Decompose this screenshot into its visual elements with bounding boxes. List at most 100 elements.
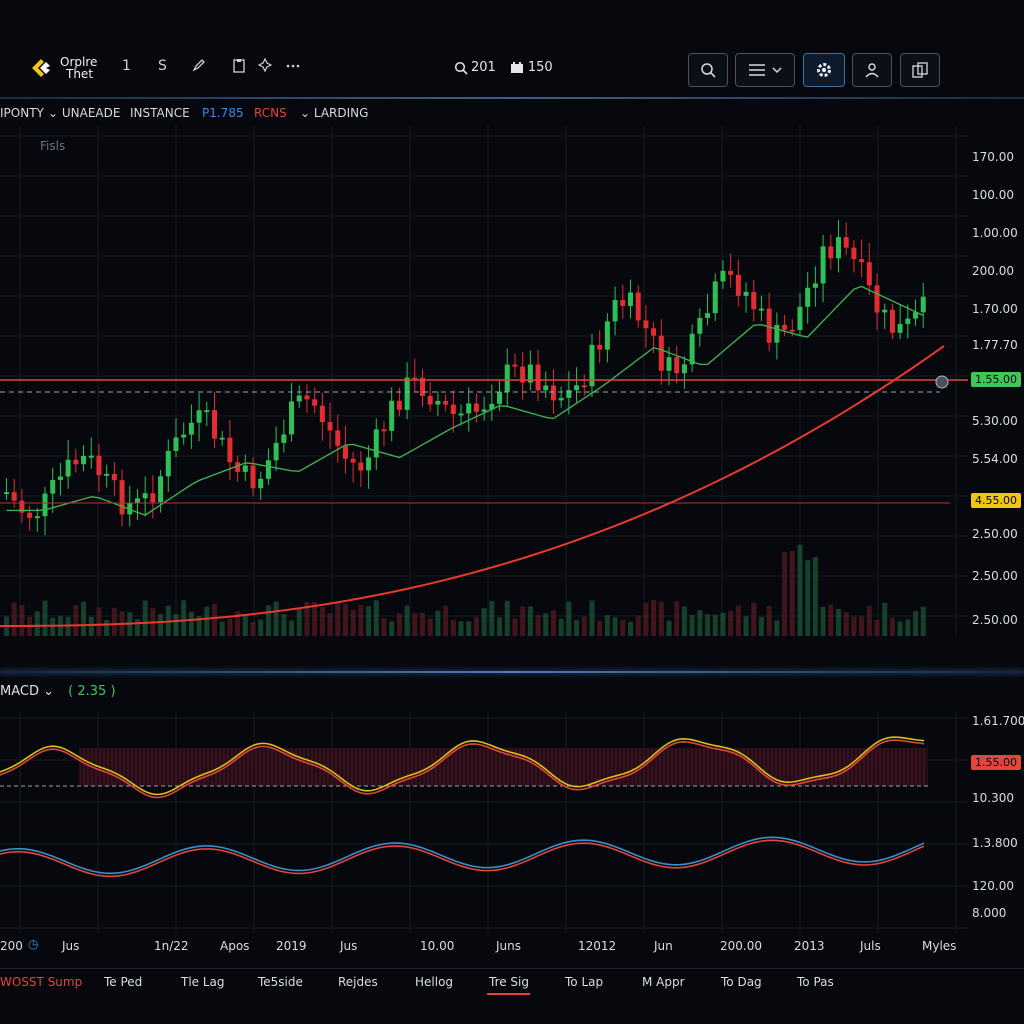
y-label-5: 1.77.70: [972, 338, 1018, 352]
volume-bar: [604, 615, 610, 636]
y-label-6: 5.30.00: [972, 414, 1018, 428]
menu-item-1[interactable]: ⌄ UNAEADE: [48, 106, 121, 120]
candle-body: [766, 308, 772, 343]
level-price-tag: 4.55.00: [971, 493, 1021, 508]
volume-bar: [512, 618, 518, 636]
volume-bar: [42, 600, 48, 636]
candle-body: [450, 404, 456, 414]
tab-1[interactable]: Te Ped: [104, 975, 143, 989]
macd-line: [0, 736, 925, 796]
candle-body: [235, 462, 241, 472]
y-label-2: 1.00.00: [972, 226, 1018, 240]
tab-3[interactable]: Te5side: [258, 975, 303, 989]
search-readout[interactable]: 201: [454, 60, 496, 75]
candle-body: [805, 287, 811, 307]
candle-body: [712, 281, 718, 314]
tab-7[interactable]: To Lap: [565, 975, 604, 989]
candle-body: [882, 309, 888, 313]
volume-bar: [227, 618, 233, 636]
volume-bar: [104, 620, 110, 636]
candle-body: [705, 313, 711, 318]
tab-5[interactable]: Hellog: [415, 975, 454, 989]
tab-9[interactable]: To Dag: [721, 975, 762, 989]
menu-item-4[interactable]: RCNS: [254, 106, 287, 120]
candle-body: [19, 500, 25, 513]
menu-item-2[interactable]: INSTANCE: [130, 106, 190, 120]
candle-body: [11, 492, 17, 501]
more-icon[interactable]: [286, 58, 300, 76]
volume-bar: [435, 610, 441, 636]
candle-body: [543, 385, 549, 391]
volume-bar: [350, 609, 356, 636]
magnet-icon[interactable]: [257, 57, 273, 76]
tab-2[interactable]: Tle Lag: [181, 975, 225, 989]
tab-10[interactable]: To Pas: [797, 975, 834, 989]
menu-item-1-label: UNAEADE: [61, 106, 121, 120]
volume-bar: [235, 611, 241, 636]
candle-body: [751, 291, 757, 310]
clock-icon[interactable]: ◷: [28, 937, 39, 951]
counter-value: 150: [527, 60, 553, 75]
menu-item-3[interactable]: P1.785: [202, 106, 244, 120]
y-label-3: 200.00: [972, 264, 1014, 278]
time-label-1: Jus: [62, 939, 80, 953]
search-value: 201: [471, 60, 496, 75]
candle-body: [797, 306, 803, 331]
volume-bar: [913, 611, 919, 636]
candle-body: [211, 410, 217, 439]
volume-bar: [134, 619, 140, 636]
search-icon: [701, 63, 716, 78]
candle-body: [366, 457, 372, 471]
tab-4[interactable]: Rejdes: [338, 975, 378, 989]
settings-button[interactable]: [803, 53, 845, 87]
layout-button[interactable]: [900, 53, 940, 87]
menu-dropdown-button[interactable]: [735, 53, 795, 87]
top-toolbar: Orplre Thet 1 S 201 150: [0, 0, 1024, 98]
macd-dropdown-icon[interactable]: ⌄: [43, 684, 55, 699]
macd-label: MACD: [0, 684, 39, 699]
candle-body: [358, 462, 364, 471]
volume-bar: [666, 620, 672, 636]
panel-divider[interactable]: [0, 671, 1024, 673]
volume-bar: [427, 618, 433, 636]
candle-body: [289, 401, 295, 435]
counter-readout[interactable]: 150: [510, 60, 553, 75]
volume-bar: [88, 616, 94, 636]
menu-item-5[interactable]: ⌄ LARDING: [300, 106, 369, 120]
candle-body: [481, 409, 487, 412]
tab-0[interactable]: WOSST Sump: [0, 975, 83, 989]
volume-bar: [73, 604, 79, 636]
app-logo[interactable]: Orplre Thet: [28, 55, 97, 81]
pencil-icon[interactable]: [192, 58, 206, 76]
user-button[interactable]: [852, 53, 892, 87]
macd-title[interactable]: MACD ⌄ ( 2.35 ): [0, 684, 116, 699]
volume-bar: [782, 552, 788, 636]
candle-body: [173, 437, 179, 451]
candle-body: [158, 476, 164, 503]
macd-chart[interactable]: [0, 712, 968, 934]
candle-body: [859, 259, 865, 263]
toolbar-item-1[interactable]: 1: [122, 58, 131, 74]
price-chart[interactable]: [0, 126, 968, 636]
candle-body: [404, 377, 410, 410]
search-button[interactable]: [688, 53, 728, 87]
clipboard-icon[interactable]: [232, 58, 246, 78]
toolbar-item-s[interactable]: S: [158, 58, 167, 74]
time-label-5: Jus: [340, 939, 358, 953]
candle-body: [527, 364, 533, 383]
volume-bar: [520, 606, 526, 636]
tab-6[interactable]: Tre Sig: [489, 975, 530, 989]
toolbar-divider: [0, 97, 1024, 99]
candle-body: [342, 445, 348, 459]
candle-body: [913, 312, 919, 319]
volume-bar: [404, 605, 410, 636]
macd-y-label-1: 10.300: [972, 791, 1014, 805]
tab-8[interactable]: M Appr: [642, 975, 685, 989]
candle-body: [728, 270, 734, 275]
candle-body: [566, 390, 572, 398]
candle-body: [789, 329, 795, 332]
volume-bar: [728, 610, 734, 636]
menu-item-0[interactable]: IPONTY: [0, 106, 44, 120]
candle-body: [620, 299, 626, 306]
candle-body: [489, 403, 495, 410]
